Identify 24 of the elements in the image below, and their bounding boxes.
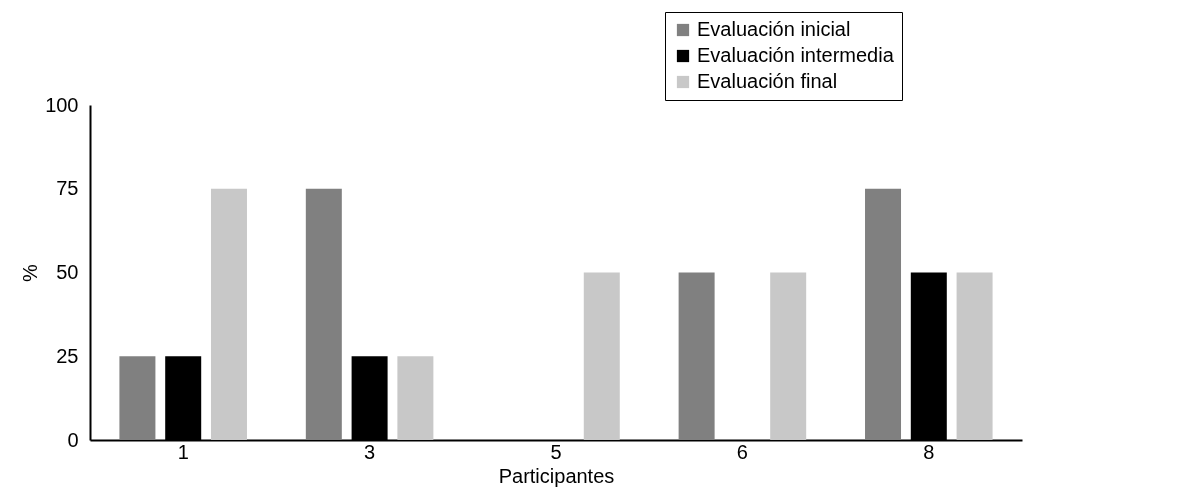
- legend-label: Evaluación inicial: [697, 18, 851, 40]
- x-tick-label: 8: [923, 440, 935, 463]
- x-tick-label: 1: [177, 440, 189, 463]
- bar: [119, 356, 156, 440]
- bar: [956, 272, 993, 440]
- y-tick-label: 100: [45, 93, 79, 116]
- legend-label: Evaluación final: [697, 70, 838, 92]
- legend-label: Evaluación intermedia: [697, 44, 895, 66]
- y-tick-label: 0: [67, 428, 79, 451]
- bar: [770, 272, 807, 440]
- bar: [210, 188, 247, 440]
- bar: [865, 188, 902, 440]
- bar: [305, 188, 342, 440]
- bar: [678, 272, 715, 440]
- x-tick-label: 5: [550, 440, 562, 463]
- y-tick-label: 75: [56, 177, 79, 200]
- x-axis-title: Participantes: [498, 464, 615, 487]
- y-axis-title: %: [19, 263, 42, 282]
- y-tick-label: 50: [56, 261, 79, 283]
- y-tick-label: 25: [56, 344, 79, 367]
- bar: [583, 272, 620, 440]
- x-tick-label: 3: [364, 440, 376, 463]
- bar: [397, 356, 434, 440]
- x-tick-label: 6: [736, 440, 748, 463]
